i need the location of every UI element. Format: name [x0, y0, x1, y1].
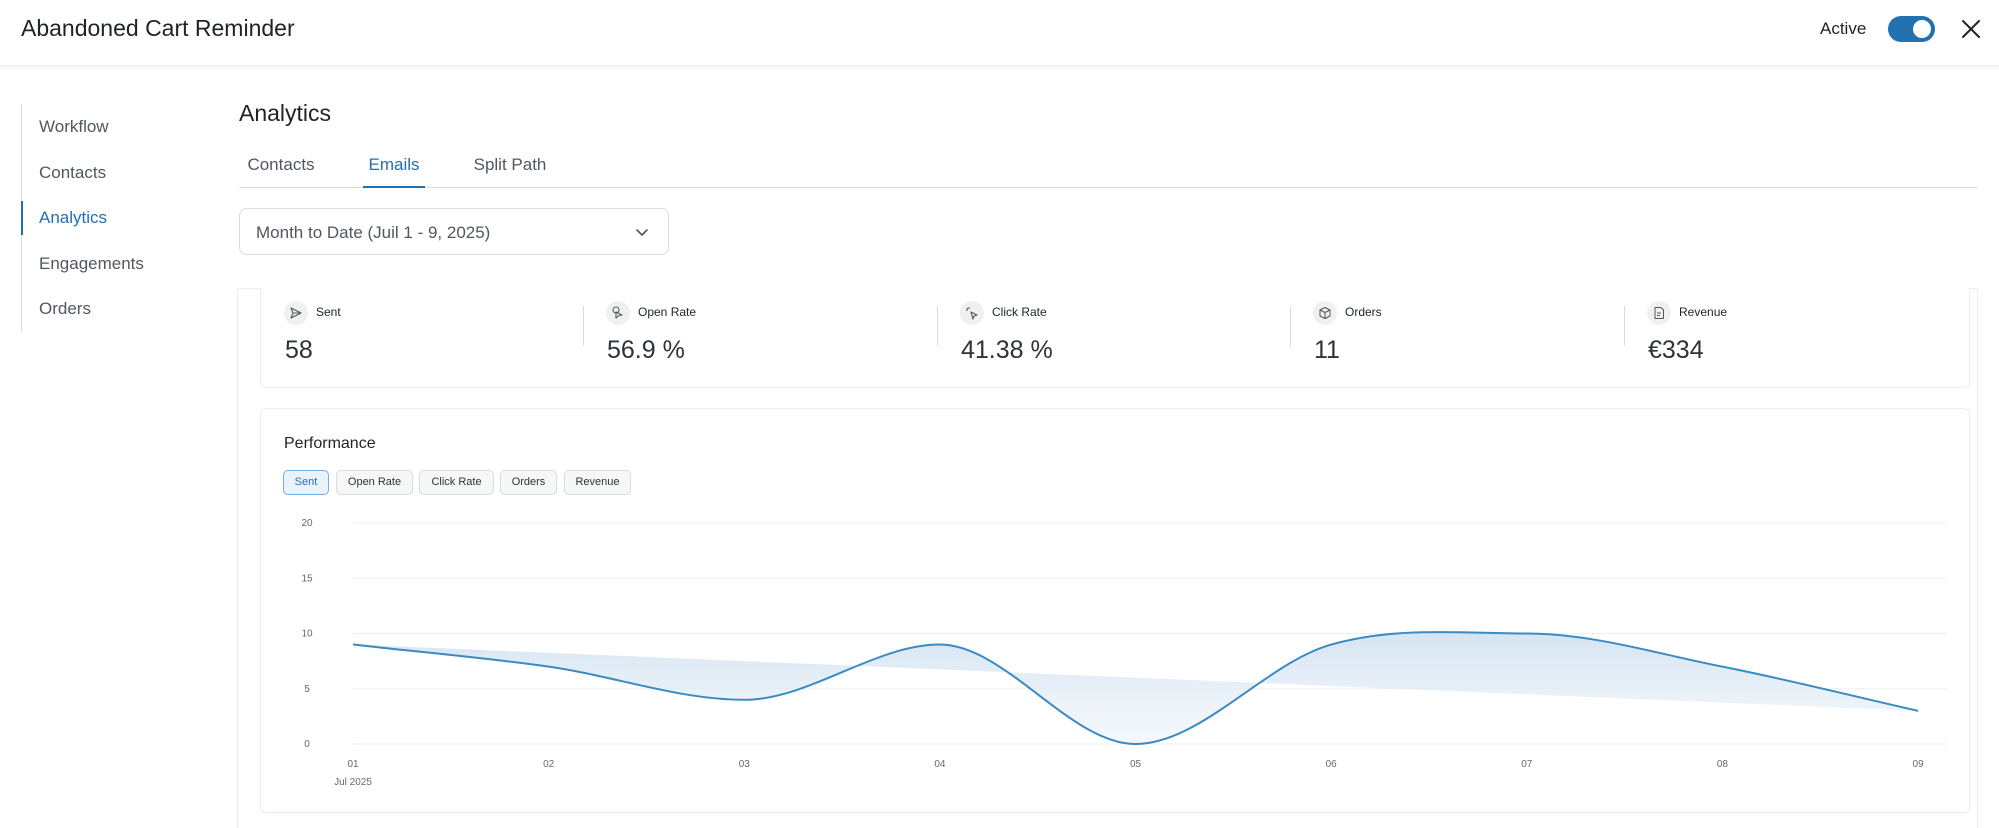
x-axis-sublabel: Jul 2025 [334, 777, 372, 788]
stat-divider [937, 306, 938, 346]
x-axis-labels: 01 02 03 04 05 06 07 08 09 Jul 2025 [334, 759, 1924, 788]
tab-contacts[interactable]: Contacts [247, 155, 315, 174]
metric-button-open-rate[interactable]: Open Rate [336, 470, 413, 495]
stat-value: 11 [1314, 336, 1340, 364]
stat-label: Revenue [1679, 305, 1728, 319]
stat-open-rate: Open Rate 56.9 % [606, 288, 906, 388]
toggle-knob [1913, 20, 1931, 38]
stat-label: Orders [1345, 305, 1382, 319]
sidebar-item-engagements[interactable]: Engagements [39, 253, 144, 273]
x-tick-label: 02 [543, 759, 555, 770]
stat-value: 58 [285, 336, 313, 364]
stat-value: 56.9 % [607, 336, 685, 364]
close-icon [1962, 20, 1980, 38]
stat-label: Click Rate [992, 305, 1047, 319]
close-button[interactable] [1958, 16, 1984, 42]
x-tick-label: 05 [1130, 759, 1142, 770]
stat-divider [1290, 306, 1291, 346]
stat-orders: Orders 11 [1313, 288, 1613, 388]
sidebar-item-analytics[interactable]: Analytics [21, 195, 221, 241]
x-tick-label: 09 [1912, 759, 1924, 770]
x-tick-label: 04 [934, 759, 946, 770]
x-tick-label: 06 [1326, 759, 1338, 770]
stat-click-rate: Click Rate 41.38 % [960, 288, 1260, 388]
sidebar-item-contacts[interactable]: Contacts [39, 162, 107, 182]
y-tick-label: 10 [301, 629, 313, 640]
performance-title: Performance [284, 435, 376, 452]
status-label: Active [1820, 19, 1867, 38]
header-bar: Abandoned Cart Reminder Active [0, 0, 1999, 66]
performance-card: Performance Sent Open Rate Click Rate Or… [260, 408, 1970, 813]
metric-button-sent[interactable]: Sent [283, 470, 329, 495]
series-line [352, 631, 1919, 746]
tab-split-path[interactable]: Split Path [473, 155, 547, 174]
y-axis-labels: 0 5 10 15 20 [301, 518, 313, 750]
click-icon [960, 301, 984, 325]
stat-value: €334 [1648, 336, 1704, 364]
metric-button-revenue[interactable]: Revenue [564, 470, 631, 495]
stat-divider [1624, 306, 1625, 346]
stat-divider [583, 306, 584, 346]
revenue-icon [1647, 301, 1671, 325]
analytics-tabs: Contacts Emails Split Path [239, 150, 1978, 188]
send-icon [284, 301, 308, 325]
sidebar-item-workflow[interactable]: Workflow [39, 117, 109, 136]
stat-label: Open Rate [638, 305, 697, 319]
open-rate-icon [606, 301, 630, 325]
active-toggle[interactable] [1888, 16, 1935, 42]
series-area [353, 632, 1918, 744]
stat-label: Sent [316, 305, 341, 319]
metric-button-click-rate[interactable]: Click Rate [419, 470, 494, 495]
y-tick-label: 5 [304, 684, 310, 695]
chart-line [352, 631, 1919, 746]
stats-card: Sent 58 Open Rate 56.9 % Click Rate 41.3… [260, 288, 1970, 388]
stat-revenue: Revenue €334 [1647, 288, 1947, 388]
chart-area [353, 632, 1918, 744]
sidebar-item-orders[interactable]: Orders [39, 299, 91, 318]
y-tick-label: 0 [304, 739, 310, 750]
x-tick-label: 07 [1521, 759, 1533, 770]
stat-value: 41.38 % [961, 336, 1053, 364]
metric-button-orders[interactable]: Orders [500, 470, 557, 495]
x-tick-label: 08 [1717, 759, 1729, 770]
page-title: Analytics [239, 100, 332, 126]
date-range-select[interactable]: Month to Date (Juil 1 - 9, 2025) [239, 208, 669, 255]
sidebar-nav: Workflow Contacts Analytics Engagements … [21, 104, 221, 332]
box-icon [1313, 301, 1337, 325]
y-tick-label: 15 [301, 573, 313, 584]
workflow-title: Abandoned Cart Reminder [21, 15, 295, 41]
date-range-value: Month to Date (Juil 1 - 9, 2025) [256, 223, 491, 242]
x-tick-label: 03 [739, 759, 751, 770]
stat-sent: Sent 58 [284, 288, 584, 388]
y-tick-label: 20 [301, 518, 313, 529]
x-tick-label: 01 [347, 759, 359, 770]
tab-emails[interactable]: Emails [363, 150, 425, 188]
chevron-down-icon [636, 229, 648, 236]
